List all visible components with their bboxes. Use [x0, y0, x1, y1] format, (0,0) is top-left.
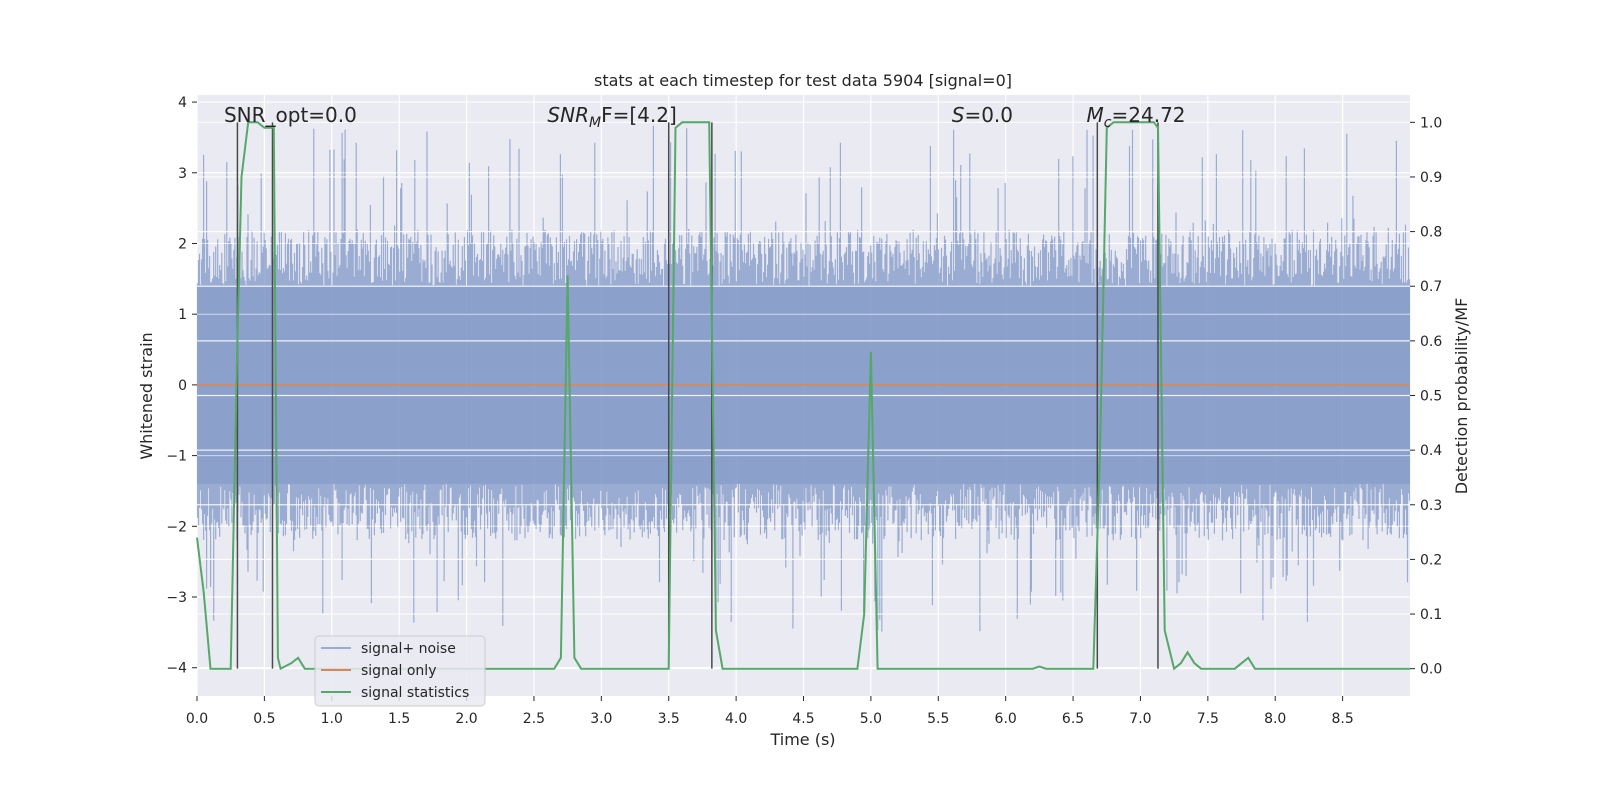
y-axis-right-label: Detection probability/MF [1452, 298, 1471, 495]
x-tick-label: 3.5 [658, 711, 680, 727]
x-tick-label: 4.5 [792, 711, 814, 727]
x-tick-label: 8.0 [1264, 711, 1286, 727]
legend-label: signal only [361, 663, 436, 679]
y-right-tick-label: 0.8 [1420, 225, 1442, 241]
y-right-tick-label: 0.4 [1420, 443, 1442, 459]
y-right-tick-label: 0.0 [1420, 662, 1442, 678]
annotation-3: Mc=24.72 [1087, 103, 1186, 131]
y-left-tick-label: 2 [178, 236, 187, 252]
chart-title: stats at each timestep for test data 590… [594, 71, 1012, 90]
signal-statistics-line [196, 121, 1410, 671]
annotation-2: S=0.0 [952, 103, 1013, 127]
annotation-rest: =24.72 [1112, 103, 1186, 127]
annotation-sub: M [589, 115, 601, 131]
x-tick-label: 6.0 [995, 711, 1017, 727]
x-axis-label: Time (s) [769, 730, 835, 749]
legend-label: signal statistics [361, 685, 469, 701]
annotation-base: S [952, 103, 965, 127]
x-tick-label: 4.0 [725, 711, 747, 727]
y-right-tick-label: 0.3 [1420, 498, 1442, 514]
y-right-tick-label: 0.1 [1420, 607, 1442, 623]
x-tick-label: 2.5 [523, 711, 545, 727]
annotation-1: SNRMF=[4.2] [547, 103, 676, 131]
legend-label: signal+ noise [361, 641, 456, 657]
signal-statistics-series [196, 121, 1410, 671]
y-left-tick-label: 0 [178, 378, 187, 394]
y-right-tick-label: 0.5 [1420, 389, 1442, 405]
y-left-tick-label: −2 [166, 519, 187, 535]
annotation-rest: =0.0 [964, 103, 1013, 127]
annotation-base: M [1087, 103, 1104, 127]
legend-box [314, 635, 486, 707]
x-tick-label: 1.5 [388, 711, 410, 727]
legend: signal+ noise signal only signal statistic… [314, 635, 486, 707]
x-tick-label: 8.5 [1331, 711, 1353, 727]
x-tick-label: 0.5 [253, 711, 275, 727]
x-tick-label: 5.5 [927, 711, 949, 727]
y-axis-left-ticks: 4 3 2 1 0 −1 −2 −3 −4 [166, 95, 197, 677]
y-right-tick-label: 0.2 [1420, 552, 1442, 568]
y-right-tick-label: 0.9 [1420, 170, 1442, 186]
y-left-tick-label: −3 [166, 590, 187, 606]
x-tick-label: 2.0 [455, 711, 477, 727]
annotation-rest: F=[4.2] [601, 103, 677, 127]
y-left-tick-label: 1 [178, 307, 187, 323]
y-right-tick-label: 0.6 [1420, 334, 1442, 350]
x-tick-label: 3.0 [590, 711, 612, 727]
y-left-tick-label: −4 [166, 661, 187, 677]
x-axis-ticks: 0.0 0.5 1.0 1.5 2.0 2.5 3.0 3.5 4.0 4.5 5.0 5.5 6.0 6… [186, 696, 1354, 727]
annotation-base: SNR [547, 103, 589, 127]
x-tick-label: 6.5 [1062, 711, 1084, 727]
x-tick-label: 7.5 [1197, 711, 1219, 727]
y-left-tick-label: 4 [178, 95, 187, 111]
y-axis-left-label: Whitened strain [137, 332, 156, 459]
x-tick-label: 1.0 [321, 711, 343, 727]
y-right-tick-label: 1.0 [1420, 115, 1442, 131]
x-tick-label: 5.0 [860, 711, 882, 727]
x-tick-label: 7.0 [1129, 711, 1151, 727]
annotations: SNR_opt=0.0 SNRMF=[4.2] S=0.0 Mc=24.72 [224, 103, 1186, 131]
y-left-tick-label: −1 [166, 449, 187, 465]
y-left-tick-label: 3 [178, 166, 187, 182]
y-axis-right-ticks: 1.0 0.9 0.8 0.7 0.6 0.5 0.4 0.3 0.2 0.1 0.0 [1410, 115, 1442, 678]
annotation-sub: c [1104, 115, 1112, 131]
y-right-tick-label: 0.7 [1420, 279, 1442, 295]
x-tick-label: 0.0 [186, 711, 208, 727]
annotation-0: SNR_opt=0.0 [224, 103, 357, 127]
